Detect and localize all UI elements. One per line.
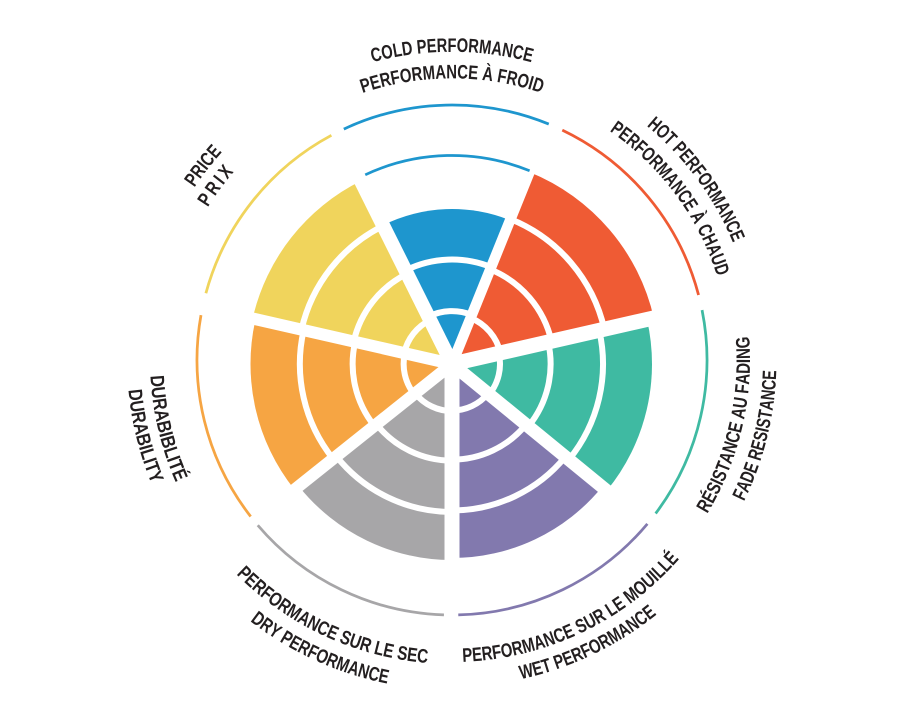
svg-text:E: E xyxy=(471,643,483,666)
svg-text:E: E xyxy=(467,61,479,84)
svg-text:B: B xyxy=(156,433,180,450)
svg-text:R: R xyxy=(436,34,448,57)
svg-text:F: F xyxy=(730,383,753,395)
svg-text:S: S xyxy=(751,416,775,430)
svg-text:I: I xyxy=(750,425,773,434)
svg-text:A: A xyxy=(726,405,750,420)
svg-text:P: P xyxy=(416,35,428,58)
svg-text:I: I xyxy=(732,359,754,363)
svg-text:U: U xyxy=(147,386,170,400)
svg-text:A: A xyxy=(435,60,447,83)
svg-text:O: O xyxy=(456,34,468,57)
svg-text:I: I xyxy=(135,442,157,452)
svg-text:I: I xyxy=(155,429,177,439)
svg-text:A: A xyxy=(731,373,754,386)
svg-text:A: A xyxy=(129,421,153,437)
svg-text:N: N xyxy=(500,38,514,62)
svg-text:M: M xyxy=(519,633,537,658)
svg-text:À: À xyxy=(481,62,495,86)
svg-text:E: E xyxy=(406,643,419,666)
svg-text:O: O xyxy=(515,68,532,93)
svg-text:D: D xyxy=(146,375,169,388)
svg-text:N: N xyxy=(732,348,755,359)
svg-text:N: N xyxy=(446,60,457,83)
svg-text:F: F xyxy=(389,65,402,89)
svg-text:O: O xyxy=(379,40,395,65)
svg-text:E: E xyxy=(381,639,396,663)
svg-text:S: S xyxy=(396,641,410,665)
svg-text:F: F xyxy=(490,640,502,664)
svg-text:M: M xyxy=(478,35,493,59)
svg-text:E: E xyxy=(426,34,437,57)
svg-text:E: E xyxy=(758,370,781,381)
svg-text:R: R xyxy=(410,62,424,86)
svg-text:R: R xyxy=(505,66,521,90)
svg-text:D: D xyxy=(400,36,414,60)
svg-text:A: A xyxy=(490,36,504,60)
svg-text:B: B xyxy=(152,418,176,434)
svg-text:I: I xyxy=(526,71,536,94)
svg-text:C: C xyxy=(757,379,781,391)
svg-text:N: N xyxy=(756,389,780,402)
svg-text:C: C xyxy=(416,644,429,667)
svg-text:E: E xyxy=(377,664,391,688)
svg-text:M: M xyxy=(422,61,436,84)
svg-text:R: R xyxy=(148,397,171,412)
svg-text:A: A xyxy=(150,408,174,424)
svg-text:F: F xyxy=(448,34,457,57)
svg-text:D: D xyxy=(124,388,147,402)
svg-text:R: R xyxy=(127,410,151,425)
svg-text:L: L xyxy=(391,38,404,62)
svg-text:E: E xyxy=(723,420,747,435)
svg-text:I: I xyxy=(163,453,185,465)
svg-text:R: R xyxy=(480,641,494,665)
svg-text:P: P xyxy=(462,643,473,666)
svg-text:C: C xyxy=(511,40,527,64)
svg-text:C: C xyxy=(457,60,469,83)
svg-text:A: A xyxy=(754,398,778,411)
svg-text:O: O xyxy=(499,638,515,662)
svg-text:D: D xyxy=(732,363,755,375)
svg-text:I: I xyxy=(139,455,161,466)
svg-text:R: R xyxy=(468,34,481,57)
svg-text:F: F xyxy=(496,64,509,88)
svg-text:U: U xyxy=(125,399,148,414)
svg-text:U: U xyxy=(728,396,752,410)
svg-text:O: O xyxy=(398,63,413,87)
svg-text:W: W xyxy=(517,658,536,683)
svg-text:B: B xyxy=(132,431,156,448)
svg-text:G: G xyxy=(731,336,754,349)
